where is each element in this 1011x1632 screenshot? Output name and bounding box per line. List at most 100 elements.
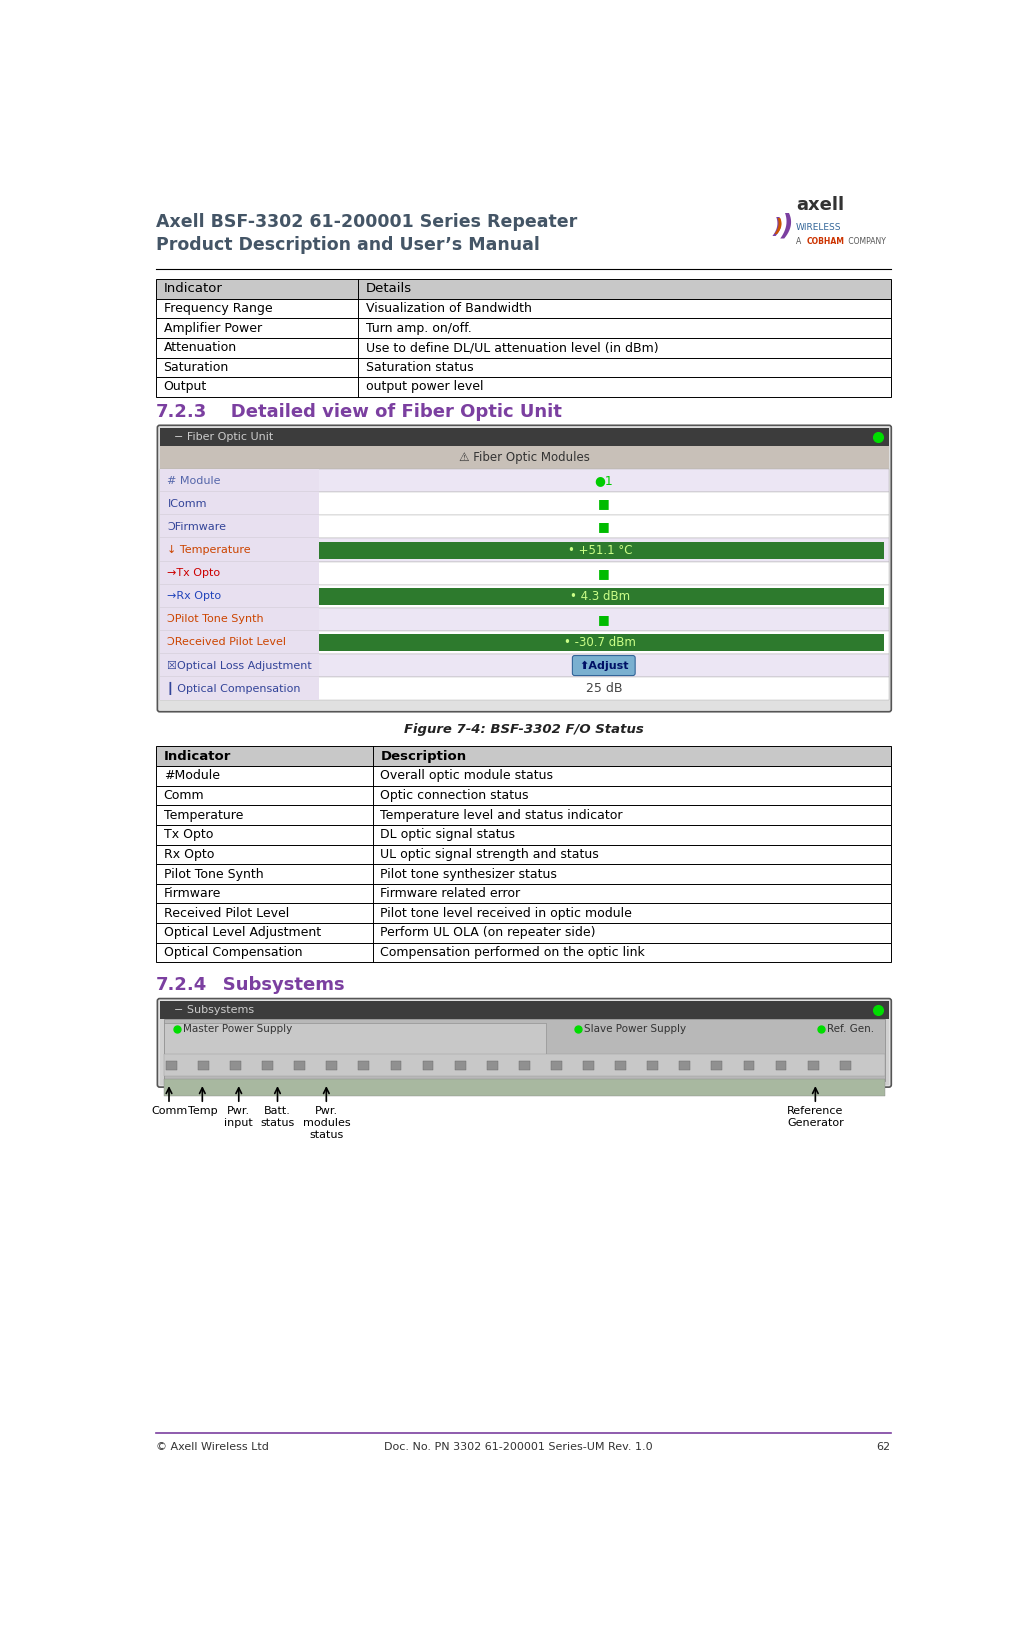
Text: ↃReceived Pilot Level: ↃReceived Pilot Level bbox=[168, 638, 286, 648]
Text: Attenuation: Attenuation bbox=[164, 341, 237, 354]
FancyBboxPatch shape bbox=[572, 656, 635, 676]
Text: ┃ Optical Compensation: ┃ Optical Compensation bbox=[168, 682, 301, 695]
Text: Optical Compensation: Optical Compensation bbox=[164, 947, 302, 960]
Bar bbox=[743, 1061, 754, 1071]
Bar bbox=[156, 338, 891, 357]
Text: Optic connection status: Optic connection status bbox=[380, 788, 529, 801]
Text: # Module: # Module bbox=[168, 477, 221, 486]
Bar bbox=[423, 1061, 434, 1071]
Bar bbox=[160, 654, 318, 677]
Text: UL optic signal strength and status: UL optic signal strength and status bbox=[380, 849, 600, 862]
Text: Pwr.
modules
status: Pwr. modules status bbox=[302, 1106, 350, 1139]
Text: COBHAM: COBHAM bbox=[807, 237, 845, 246]
Text: Pilot Tone Synth: Pilot Tone Synth bbox=[164, 868, 263, 881]
Text: Comm: Comm bbox=[151, 1106, 187, 1116]
Bar bbox=[198, 1061, 209, 1071]
Bar bbox=[156, 845, 891, 865]
Bar bbox=[156, 785, 891, 805]
Bar bbox=[647, 1061, 658, 1071]
Bar bbox=[318, 542, 885, 558]
Text: ■: ■ bbox=[598, 498, 610, 511]
Text: Firmware related error: Firmware related error bbox=[380, 888, 521, 901]
Text: Pwr.
input: Pwr. input bbox=[224, 1106, 253, 1128]
Text: Doc. No. PN 3302 61-200001 Series-UM Rev. 1.0: Doc. No. PN 3302 61-200001 Series-UM Rev… bbox=[384, 1443, 652, 1452]
Text: Pilot tone level received in optic module: Pilot tone level received in optic modul… bbox=[380, 907, 632, 920]
Text: • -30.7 dBm: • -30.7 dBm bbox=[564, 636, 636, 650]
Text: ■: ■ bbox=[598, 614, 610, 625]
Bar bbox=[156, 824, 891, 845]
Bar bbox=[359, 1061, 369, 1071]
Bar bbox=[160, 607, 889, 632]
Bar bbox=[390, 1061, 401, 1071]
Text: ☒Optical Loss Adjustment: ☒Optical Loss Adjustment bbox=[168, 661, 312, 671]
Bar bbox=[160, 632, 889, 654]
Bar bbox=[519, 1061, 530, 1071]
Bar bbox=[551, 1061, 562, 1071]
Text: →Rx Opto: →Rx Opto bbox=[168, 591, 221, 601]
Text: output power level: output power level bbox=[366, 380, 483, 393]
FancyBboxPatch shape bbox=[158, 426, 892, 712]
Text: 7.2.4: 7.2.4 bbox=[156, 976, 207, 994]
Text: 62: 62 bbox=[877, 1443, 891, 1452]
Bar bbox=[156, 904, 891, 924]
Text: Tx Opto: Tx Opto bbox=[164, 829, 213, 840]
Bar bbox=[160, 677, 889, 700]
Text: Overall optic module status: Overall optic module status bbox=[380, 769, 553, 782]
Bar bbox=[166, 1061, 177, 1071]
Bar bbox=[318, 633, 885, 651]
Text: Firmware: Firmware bbox=[164, 888, 221, 901]
Bar bbox=[160, 446, 889, 468]
Bar bbox=[164, 1020, 885, 1080]
Text: Frequency Range: Frequency Range bbox=[164, 302, 272, 315]
Bar bbox=[160, 561, 889, 584]
Text: ■: ■ bbox=[598, 521, 610, 534]
Bar bbox=[160, 493, 889, 516]
Text: ↓ Temperature: ↓ Temperature bbox=[168, 545, 251, 555]
Bar bbox=[156, 357, 891, 377]
Bar bbox=[156, 943, 891, 963]
Text: Subsystems: Subsystems bbox=[204, 976, 345, 994]
Bar bbox=[156, 299, 891, 318]
Text: Amplifier Power: Amplifier Power bbox=[164, 322, 262, 335]
Text: #Module: #Module bbox=[164, 769, 219, 782]
Bar bbox=[164, 1023, 546, 1059]
Bar bbox=[840, 1061, 850, 1071]
Bar bbox=[615, 1061, 626, 1071]
Bar bbox=[160, 654, 889, 677]
Text: Axell BSF-3302 61-200001 Series Repeater: Axell BSF-3302 61-200001 Series Repeater bbox=[156, 212, 577, 230]
Text: Temperature: Temperature bbox=[164, 808, 243, 821]
Text: ↃFirmware: ↃFirmware bbox=[168, 522, 226, 532]
Bar bbox=[318, 588, 885, 605]
Bar bbox=[156, 746, 891, 765]
Bar bbox=[164, 1054, 885, 1075]
Text: DL optic signal status: DL optic signal status bbox=[380, 829, 516, 840]
Text: Use to define DL/UL attenuation level (in dBm): Use to define DL/UL attenuation level (i… bbox=[366, 341, 658, 354]
Text: Saturation status: Saturation status bbox=[366, 361, 473, 374]
Text: • 4.3 dBm: • 4.3 dBm bbox=[570, 589, 630, 602]
Text: Indicator: Indicator bbox=[164, 749, 231, 762]
Bar bbox=[160, 516, 889, 539]
Text: Comm: Comm bbox=[164, 788, 204, 801]
Bar bbox=[156, 805, 891, 824]
Bar bbox=[231, 1061, 241, 1071]
Text: 25 dB: 25 dB bbox=[585, 682, 622, 695]
Text: Turn amp. on/off.: Turn amp. on/off. bbox=[366, 322, 471, 335]
Text: Ref. Gen.: Ref. Gen. bbox=[827, 1025, 875, 1035]
Bar bbox=[775, 1061, 787, 1071]
Text: ⅠComm: ⅠComm bbox=[168, 499, 207, 509]
Text: ■: ■ bbox=[598, 566, 610, 579]
Text: Batt.
status: Batt. status bbox=[261, 1106, 294, 1128]
Bar bbox=[160, 677, 318, 700]
Bar bbox=[160, 1020, 889, 1085]
Text: Master Power Supply: Master Power Supply bbox=[183, 1025, 292, 1035]
Text: Description: Description bbox=[380, 749, 466, 762]
Text: A: A bbox=[796, 237, 804, 246]
Bar bbox=[156, 318, 891, 338]
Text: COMPANY: COMPANY bbox=[845, 237, 886, 246]
Text: Product Description and User’s Manual: Product Description and User’s Manual bbox=[156, 237, 540, 255]
Text: Slave Power Supply: Slave Power Supply bbox=[584, 1025, 686, 1035]
Bar bbox=[156, 765, 891, 785]
Text: Visualization of Bandwidth: Visualization of Bandwidth bbox=[366, 302, 532, 315]
Text: Indicator: Indicator bbox=[164, 282, 222, 295]
Text: axell: axell bbox=[796, 196, 844, 214]
